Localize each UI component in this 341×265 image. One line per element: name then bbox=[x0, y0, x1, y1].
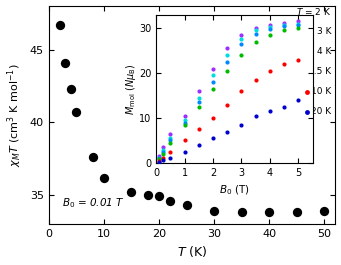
Point bbox=[294, 210, 300, 214]
Text: 4 K: 4 K bbox=[317, 47, 331, 56]
Point bbox=[62, 60, 68, 65]
Point bbox=[101, 175, 107, 180]
Text: $T$ = 2 K: $T$ = 2 K bbox=[296, 6, 331, 17]
Y-axis label: $\chi_M T$ (cm$^3$ K mol$^{-1}$): $\chi_M T$ (cm$^3$ K mol$^{-1}$) bbox=[5, 63, 24, 167]
Point bbox=[184, 203, 189, 207]
Point bbox=[129, 190, 134, 194]
Point bbox=[90, 155, 95, 159]
Text: 5.5 K: 5.5 K bbox=[308, 67, 331, 76]
Point bbox=[68, 87, 73, 91]
Point bbox=[239, 210, 244, 214]
Text: $B_0$ = 0.01 T: $B_0$ = 0.01 T bbox=[62, 197, 125, 210]
Point bbox=[57, 23, 62, 27]
Text: 10 K: 10 K bbox=[311, 87, 331, 96]
Point bbox=[74, 110, 79, 114]
Point bbox=[145, 193, 151, 197]
Point bbox=[211, 209, 217, 213]
Point bbox=[156, 194, 162, 198]
X-axis label: $T$ (K): $T$ (K) bbox=[177, 244, 207, 259]
Text: 3 K: 3 K bbox=[317, 27, 331, 36]
Text: 20 K: 20 K bbox=[311, 107, 331, 116]
Point bbox=[322, 209, 327, 213]
Point bbox=[267, 210, 272, 214]
Point bbox=[167, 199, 173, 203]
